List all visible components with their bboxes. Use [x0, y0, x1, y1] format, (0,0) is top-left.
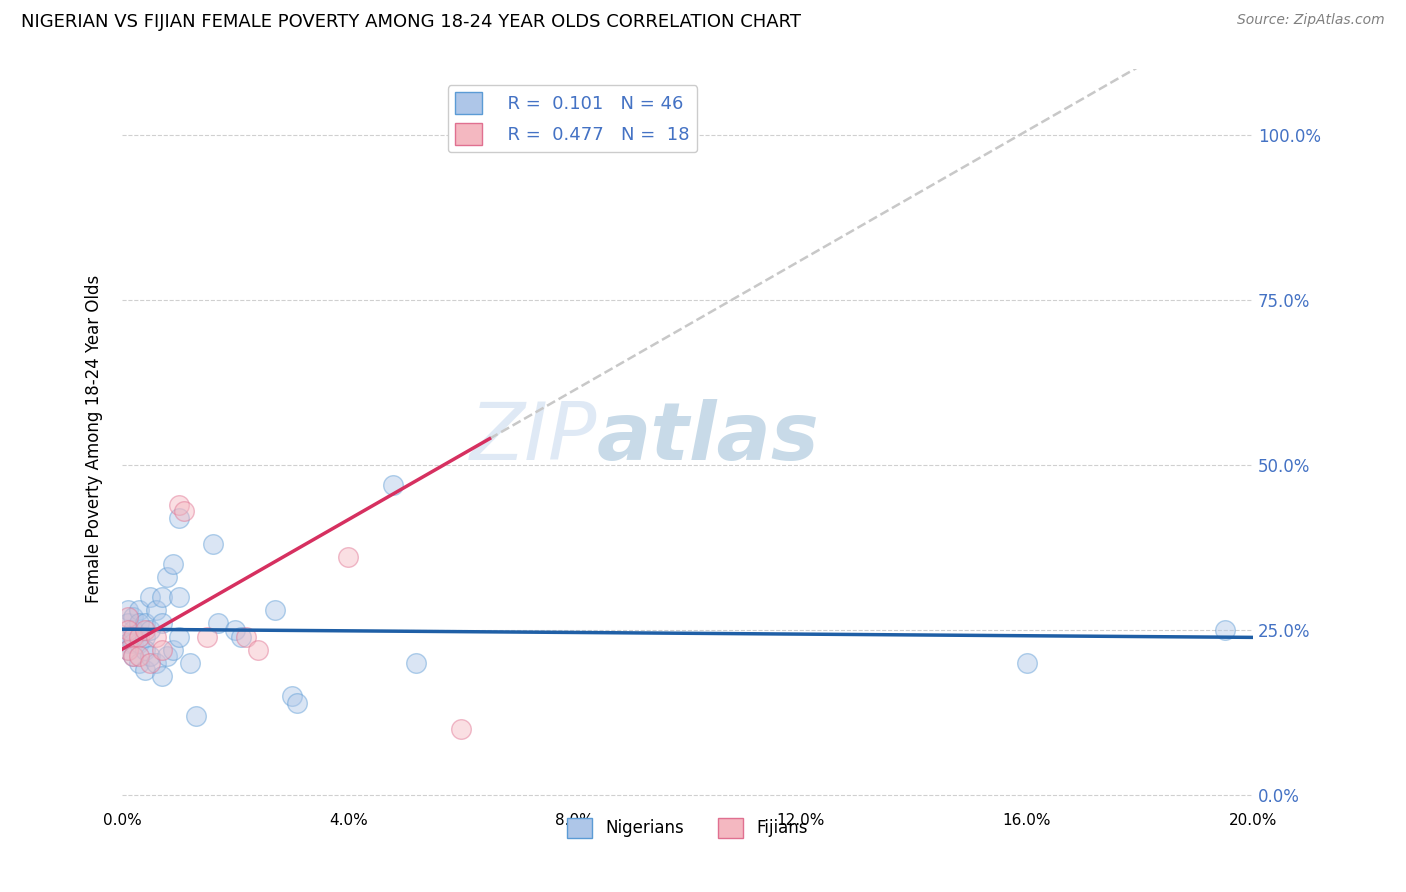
Point: [173, 504, 195, 518]
Text: Source: ZipAtlas.com: Source: ZipAtlas.com: [1237, 13, 1385, 28]
Point: [117, 610, 139, 624]
Point: [201, 537, 224, 551]
Point: [145, 656, 167, 670]
Point: [117, 636, 139, 650]
Point: [1213, 623, 1236, 637]
Point: [128, 630, 150, 644]
Point: [167, 630, 190, 644]
Point: [207, 616, 229, 631]
Point: [162, 643, 184, 657]
Point: [156, 570, 179, 584]
Point: [150, 643, 173, 657]
Text: ZIP: ZIP: [470, 400, 598, 477]
Point: [167, 590, 190, 604]
Point: [167, 510, 190, 524]
Point: [179, 656, 201, 670]
Point: [224, 623, 246, 637]
Point: [134, 663, 156, 677]
Point: [134, 643, 156, 657]
Point: [128, 649, 150, 664]
Point: [1015, 656, 1038, 670]
Point: [156, 649, 179, 664]
Point: [229, 630, 252, 644]
Point: [195, 630, 218, 644]
Point: [263, 603, 285, 617]
Point: [134, 616, 156, 631]
Y-axis label: Female Poverty Among 18-24 Year Olds: Female Poverty Among 18-24 Year Olds: [86, 275, 103, 603]
Point: [128, 656, 150, 670]
Text: NIGERIAN VS FIJIAN FEMALE POVERTY AMONG 18-24 YEAR OLDS CORRELATION CHART: NIGERIAN VS FIJIAN FEMALE POVERTY AMONG …: [21, 13, 801, 31]
Point: [117, 616, 139, 631]
Point: [162, 557, 184, 571]
Point: [117, 630, 139, 644]
Point: [280, 689, 302, 703]
Point: [405, 656, 427, 670]
Point: [246, 643, 269, 657]
Point: [128, 636, 150, 650]
Point: [235, 630, 257, 644]
Point: [150, 616, 173, 631]
Point: [139, 656, 162, 670]
Point: [122, 636, 145, 650]
Point: [122, 649, 145, 664]
Point: [184, 709, 207, 723]
Point: [122, 630, 145, 644]
Point: [382, 477, 405, 491]
Point: [478, 128, 501, 142]
Point: [150, 590, 173, 604]
Point: [134, 623, 156, 637]
Point: [150, 669, 173, 683]
Point: [128, 603, 150, 617]
Point: [122, 649, 145, 664]
Point: [167, 498, 190, 512]
Text: atlas: atlas: [598, 400, 820, 477]
Point: [122, 623, 145, 637]
Point: [145, 630, 167, 644]
Point: [285, 696, 308, 710]
Point: [117, 623, 139, 637]
Point: [117, 643, 139, 657]
Point: [117, 643, 139, 657]
Legend: Nigerians, Fijians: Nigerians, Fijians: [561, 811, 814, 845]
Point: [134, 630, 156, 644]
Point: [450, 722, 472, 736]
Point: [139, 623, 162, 637]
Point: [117, 603, 139, 617]
Point: [337, 550, 360, 565]
Point: [139, 590, 162, 604]
Point: [145, 603, 167, 617]
Point: [128, 616, 150, 631]
Point: [122, 610, 145, 624]
Point: [139, 649, 162, 664]
